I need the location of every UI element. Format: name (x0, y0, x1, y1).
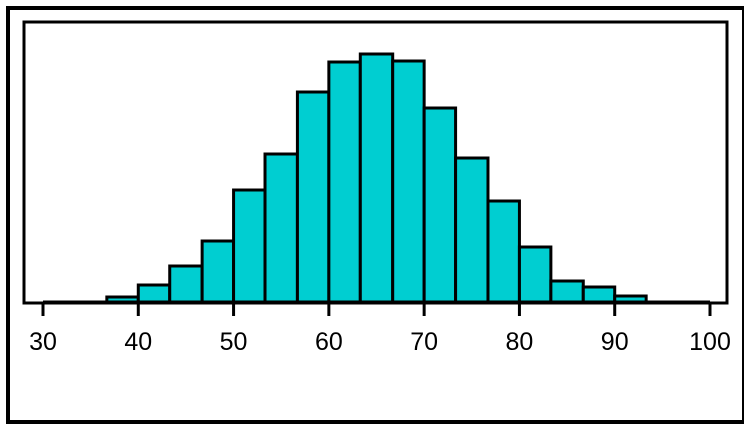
histogram-bar-12 (486, 199, 521, 304)
x-tick-label: 90 (601, 328, 629, 356)
histogram-bar-4 (232, 188, 267, 304)
outer-frame (6, 6, 744, 424)
histogram-bar-2 (168, 264, 204, 304)
histogram-bar-8 (358, 52, 395, 304)
x-tick-label: 100 (689, 328, 731, 356)
x-tick-label: 80 (506, 328, 534, 356)
histogram-bar-14 (549, 279, 585, 304)
histogram-bar-15 (581, 285, 617, 304)
histogram-bars (105, 52, 648, 304)
histogram-bar-1 (136, 283, 172, 304)
histogram-bar-13 (517, 245, 553, 304)
x-axis-tick-labels: 30 40 50 60 70 80 90 100 (29, 328, 731, 356)
histogram-bar-7 (327, 60, 362, 304)
histogram-bar-9 (391, 59, 426, 304)
x-tick-label: 30 (29, 328, 57, 356)
histogram-bar-5 (263, 152, 299, 304)
histogram-bar-3 (200, 239, 236, 304)
x-tick-label: 70 (410, 328, 438, 356)
x-tick-label: 50 (220, 328, 248, 356)
histogram-bar-6 (295, 90, 331, 304)
histogram-bar-10 (422, 106, 458, 304)
x-tick-label: 40 (124, 328, 152, 356)
x-tick-label: 60 (315, 328, 343, 356)
histogram-bar-11 (454, 156, 490, 304)
x-axis-ticks (41, 302, 712, 316)
